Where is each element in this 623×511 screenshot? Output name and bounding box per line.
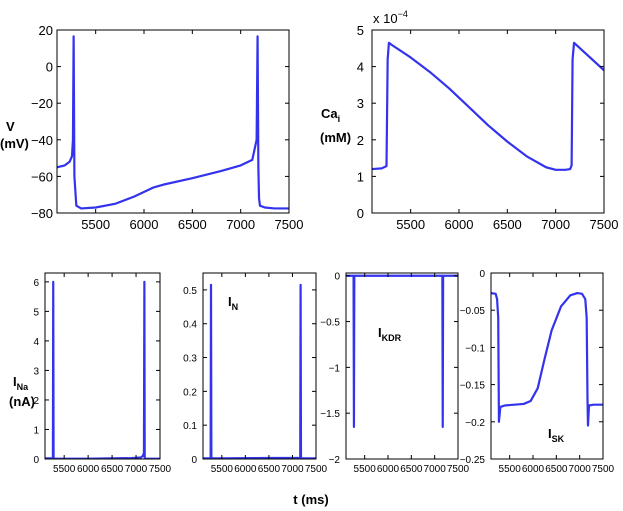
in-xtick-label: 6500 xyxy=(258,464,281,475)
kdr-current-annotation: IKDR xyxy=(378,325,402,343)
in-xtick-label: 7000 xyxy=(281,464,304,475)
isk-xtick-label: 7500 xyxy=(592,464,615,475)
sodium-current-panel: 5500 6000 6500 7000 7500 0 1 2 3 4 5 6 INa (nA) xyxy=(9,272,172,475)
voltage-xtick-label: 5500 xyxy=(81,217,110,232)
sodium-current-ylabel-units: (nA) xyxy=(9,394,35,409)
isk-ytick-label: −0.1 xyxy=(465,343,485,354)
sk-current-annotation: ISK xyxy=(548,426,565,444)
isk-ytick-label: −0.25 xyxy=(460,455,486,466)
in-ytick-label: 0.4 xyxy=(183,320,197,331)
ikdr-ytick-label: −1.5 xyxy=(320,409,340,420)
ina-ytick-label: 2 xyxy=(33,396,39,407)
in-xtick-label: 7500 xyxy=(305,464,328,475)
calcium-ytick-label: 3 xyxy=(357,96,364,111)
ikdr-xtick-label: 7000 xyxy=(424,464,447,475)
ikdr-xtick-label: 6000 xyxy=(377,464,400,475)
sk-current-plot-frame xyxy=(490,272,604,460)
ikdr-xtick-label: 6500 xyxy=(400,464,423,475)
ikdr-xtick-label: 7500 xyxy=(447,464,470,475)
voltage-ylabel-units: (mV) xyxy=(0,136,29,151)
calcium-ytick-label: 2 xyxy=(357,133,364,148)
sodium-current-plot-frame xyxy=(44,272,161,460)
isk-ytick-label: 0 xyxy=(479,269,485,280)
isk-ytick-label: −0.15 xyxy=(460,381,486,392)
ina-ytick-label: 5 xyxy=(33,307,39,318)
calcium-ytick-label: 5 xyxy=(357,23,364,38)
voltage-xtick-label: 7000 xyxy=(226,217,255,232)
ina-xtick-label: 7500 xyxy=(149,464,172,475)
calcium-ylabel-units: (mM) xyxy=(320,130,351,145)
n-current-annotation: IN xyxy=(228,294,238,312)
ikdr-ytick-label: −2 xyxy=(329,455,341,466)
calcium-trace-line xyxy=(372,41,604,171)
sodium-current-ylabel: INa xyxy=(13,374,29,392)
calcium-ytick-label: 4 xyxy=(357,60,364,75)
isk-xtick-label: 6000 xyxy=(522,464,545,475)
isk-xtick-label: 6500 xyxy=(545,464,568,475)
voltage-plot-frame xyxy=(56,29,290,214)
ina-ytick-label: 3 xyxy=(33,366,39,377)
kdr-current-panel: 5500 6000 6500 7000 7500 −2 −1.5 −1 −0.5 0 IKDR xyxy=(320,272,469,475)
ina-trace-line xyxy=(45,280,160,459)
isk-ytick-label: −0.2 xyxy=(465,418,485,429)
kdr-current-plot-frame xyxy=(345,272,459,460)
ina-xtick-label: 5500 xyxy=(53,464,76,475)
calcium-xtick-label: 5500 xyxy=(396,217,425,232)
voltage-ytick-label: −40 xyxy=(31,133,53,148)
voltage-ytick-label: −60 xyxy=(31,169,53,184)
ina-xtick-label: 7000 xyxy=(125,464,148,475)
in-trace-line xyxy=(203,283,316,459)
ina-xtick-label: 6500 xyxy=(101,464,124,475)
in-ytick-label: 0 xyxy=(191,455,197,466)
calcium-xtick-label: 7000 xyxy=(541,217,570,232)
in-xtick-label: 5500 xyxy=(211,464,234,475)
in-ytick-label: 0.5 xyxy=(183,286,197,297)
ina-ytick-label: 6 xyxy=(33,278,39,289)
calcium-ytick-label: 0 xyxy=(357,206,364,221)
calcium-xtick-label: 7500 xyxy=(590,217,619,232)
in-ytick-label: 0.2 xyxy=(183,387,197,398)
voltage-ytick-label: 20 xyxy=(39,23,53,38)
calcium-xtick-label: 6000 xyxy=(445,217,474,232)
voltage-ylabel: V xyxy=(6,119,15,134)
x-axis-label: t (ms) xyxy=(293,492,328,507)
ina-ytick-label: 0 xyxy=(33,455,39,466)
ina-ytick-label: 1 xyxy=(33,425,39,436)
in-xtick-label: 6000 xyxy=(234,464,257,475)
n-current-panel: 5500 6000 6500 7000 7500 0 0.1 0.2 0.3 0.4 0.5 IN xyxy=(183,272,328,475)
voltage-xtick-label: 6500 xyxy=(178,217,207,232)
in-ytick-label: 0.3 xyxy=(183,354,197,365)
calcium-xtick-label: 6500 xyxy=(493,217,522,232)
sk-current-panel: 5500 6000 6500 7000 7500 −0.25 −0.2 −0.15 −0.1 −0… xyxy=(460,269,615,475)
calcium-ytick-label: 1 xyxy=(357,169,364,184)
in-ytick-label: 0.1 xyxy=(183,421,197,432)
voltage-ytick-label: −80 xyxy=(31,206,53,221)
calcium-plot-frame xyxy=(371,29,605,214)
voltage-ytick-label: −20 xyxy=(31,96,53,111)
calcium-multiplier: x 10−4 xyxy=(373,9,408,26)
isk-xtick-label: 5500 xyxy=(499,464,522,475)
n-current-plot-frame xyxy=(202,272,317,460)
voltage-xtick-label: 6000 xyxy=(130,217,159,232)
ina-ytick-label: 4 xyxy=(33,337,39,348)
ikdr-ytick-label: −0.5 xyxy=(320,318,340,329)
ikdr-ytick-label: 0 xyxy=(334,272,340,283)
voltage-xtick-label: 7500 xyxy=(275,217,304,232)
ikdr-ytick-label: −1 xyxy=(329,363,341,374)
isk-ytick-label: −0.05 xyxy=(460,306,486,317)
calcium-ylabel: Cai xyxy=(321,106,340,124)
isk-trace-line xyxy=(491,291,603,427)
voltage-trace-line xyxy=(57,35,289,210)
voltage-panel: 5500 6000 6500 7000 7500 −80 −60 −40 −20 0 20 V (m… xyxy=(0,23,303,232)
ikdr-xtick-label: 5500 xyxy=(354,464,377,475)
voltage-ytick-label: 0 xyxy=(46,60,53,75)
ina-xtick-label: 6000 xyxy=(77,464,100,475)
ikdr-trace-line xyxy=(346,274,458,429)
isk-xtick-label: 7000 xyxy=(569,464,592,475)
calcium-panel: 5500 6000 6500 7000 7500 0 1 2 3 4 5 x 10−4 Cai (m… xyxy=(320,9,618,232)
